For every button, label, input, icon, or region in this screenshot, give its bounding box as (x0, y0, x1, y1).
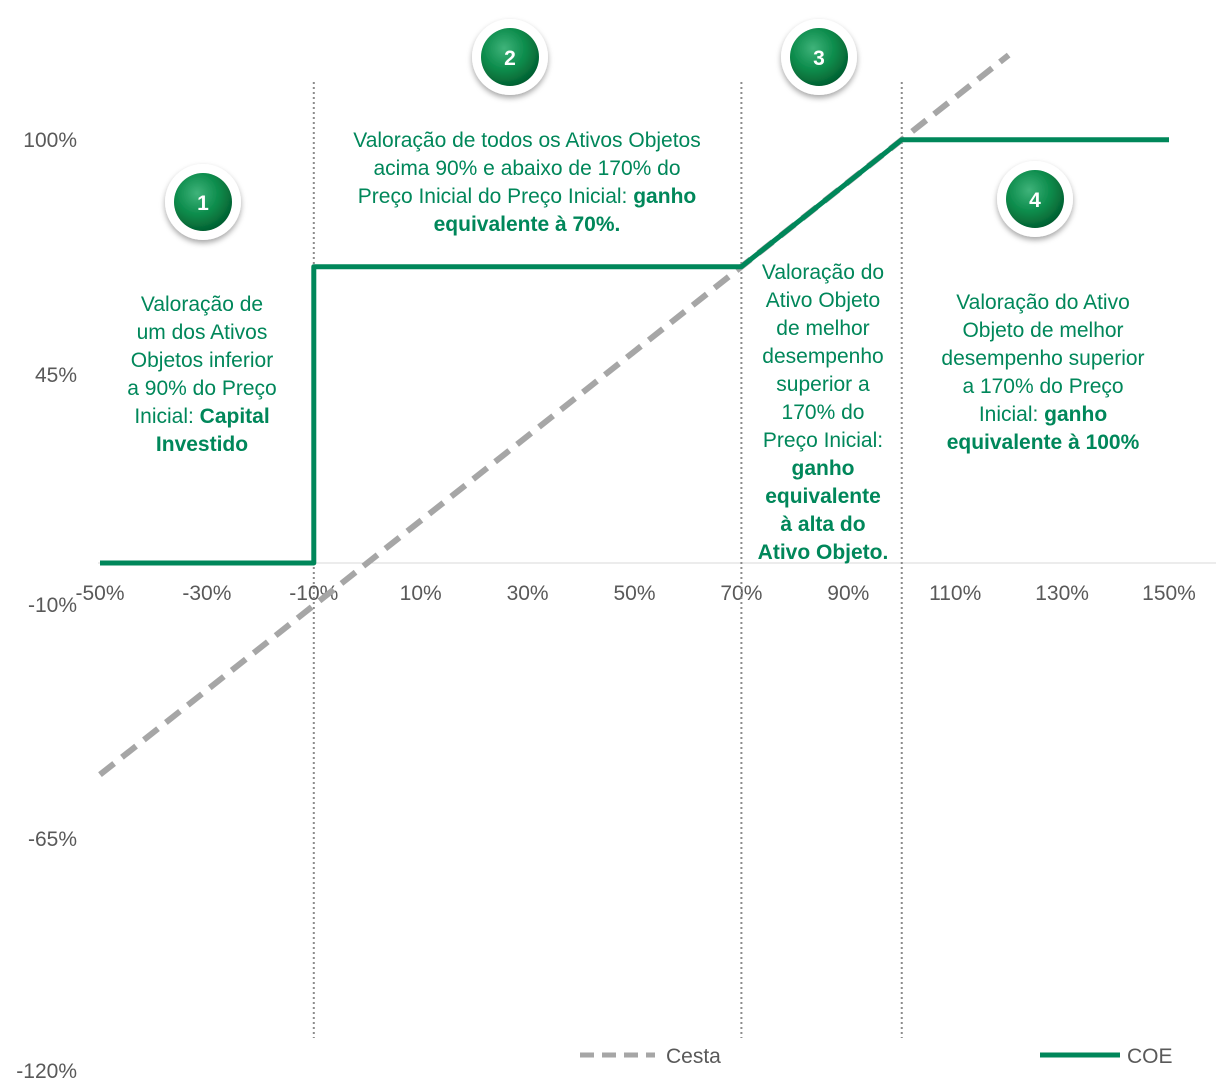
annotation-line: Objeto de melhor (962, 319, 1123, 342)
step-badge: 1 (165, 164, 241, 240)
legend-coe-label: COE (1127, 1045, 1173, 1068)
annotation-run: Valoração de (141, 293, 263, 316)
step-badge: 3 (781, 19, 857, 95)
x-tick-label: 150% (1142, 582, 1196, 605)
badge-number: 2 (504, 47, 516, 70)
y-tick-label: -10% (28, 594, 77, 617)
annotation-line: Ativo Objeto (766, 289, 880, 312)
badge-number: 1 (197, 192, 209, 215)
annotation-run: Objeto de melhor (962, 319, 1123, 342)
x-tick-label: 90% (827, 582, 869, 605)
x-tick-label: 130% (1035, 582, 1089, 605)
annotation-run: um dos Ativos (137, 321, 268, 344)
x-tick-label: 30% (507, 582, 549, 605)
annotation-run: equivalente (765, 485, 881, 508)
annotation-run: ganho (792, 457, 855, 480)
y-tick-label: -65% (28, 828, 77, 851)
annotation-4: Valoração do Ativo Objeto de melhor desemp… (941, 291, 1144, 454)
annotation-run: Ativo Objeto. (758, 541, 889, 564)
annotation-run: a 90% do Preço (127, 377, 276, 400)
y-tick-label: -120% (16, 1060, 77, 1080)
x-tick-label: 110% (929, 582, 981, 605)
annotation-run: desempenho (762, 345, 883, 368)
annotation-line: Investido (156, 433, 248, 456)
annotation-line: um dos Ativos (137, 321, 268, 344)
annotation-run: Valoração do (762, 261, 884, 284)
annotation-run: Inicial: (979, 403, 1044, 426)
step-badge: 2 (472, 19, 548, 95)
annotation-line: a 90% do Preço (127, 377, 276, 400)
annotation-run: Inicial: (134, 405, 199, 428)
annotation-run: ganho (633, 185, 696, 208)
annotation-run: superior a (776, 373, 870, 396)
annotation-line: Objetos inferior (131, 349, 273, 372)
badge-number: 4 (1029, 189, 1041, 212)
annotation-line: superior a (776, 373, 870, 396)
annotation-run: à alta do (780, 513, 865, 536)
annotation-run: acima 90% e abaixo de 170% do (373, 157, 680, 180)
annotation-line: equivalente à 100% (947, 431, 1140, 454)
badge-disc (1006, 170, 1064, 228)
annotation-line: Preço Inicial do Preço Inicial: ganho (358, 185, 696, 208)
annotation-line: à alta do (780, 513, 865, 536)
annotation-line: desempenho superior (941, 347, 1144, 370)
annotation-2: Valoração de todos os Ativos Objetos acim… (353, 129, 700, 236)
annotation-line: Valoração do (762, 261, 884, 284)
badge-disc (481, 28, 539, 86)
annotation-run: ganho (1044, 403, 1107, 426)
annotation-line: de melhor (776, 317, 869, 340)
y-tick-label: 45% (35, 364, 77, 387)
annotation-line: 170% do (782, 401, 865, 424)
annotation-run: a 170% do Preço (962, 375, 1123, 398)
annotation-run: equivalente à 100% (947, 431, 1140, 454)
annotation-3: Valoração do Ativo Objeto de melhor desempe… (758, 261, 889, 564)
badge-disc (174, 173, 232, 231)
legend-cesta-label: Cesta (666, 1045, 721, 1068)
annotation-line: ganho (792, 457, 855, 480)
annotation-line: acima 90% e abaixo de 170% do (373, 157, 680, 180)
y-tick-label: 100% (23, 129, 77, 152)
step-badge: 4 (997, 161, 1073, 237)
annotation-run: de melhor (776, 317, 869, 340)
annotation-line: equivalente à 70%. (434, 213, 621, 236)
annotation-run: 170% do (782, 401, 865, 424)
x-tick-label: 10% (400, 582, 442, 605)
annotation-run: Investido (156, 433, 248, 456)
annotation-run: equivalente à 70%. (434, 213, 621, 236)
coe-series-line (100, 137, 1169, 566)
annotation-line: Valoração de todos os Ativos Objetos (353, 129, 700, 152)
annotation-run: Objetos inferior (131, 349, 273, 372)
annotation-line: Ativo Objeto. (758, 541, 889, 564)
x-tick-label: 50% (613, 582, 655, 605)
annotation-line: Inicial: ganho (979, 403, 1107, 426)
annotation-run: Preço Inicial do Preço Inicial: (358, 185, 633, 208)
annotation-line: equivalente (765, 485, 881, 508)
x-tick-label: -30% (182, 582, 231, 605)
annotation-line: Inicial: Capital (134, 405, 269, 428)
annotation-run: Capital (200, 405, 270, 428)
badge-disc (790, 28, 848, 86)
annotation-run: Valoração do Ativo (956, 291, 1130, 314)
annotation-line: Valoração de (141, 293, 263, 316)
annotation-line: desempenho (762, 345, 883, 368)
annotation-1: Valoração de um dos Ativos Objetos inferio… (127, 293, 276, 456)
annotation-line: a 170% do Preço (962, 375, 1123, 398)
annotation-run: Ativo Objeto (766, 289, 880, 312)
annotation-run: Valoração de todos os Ativos Objetos (353, 129, 700, 152)
badge-number: 3 (813, 47, 825, 70)
annotation-line: Valoração do Ativo (956, 291, 1130, 314)
x-tick-label: -50% (75, 582, 124, 605)
annotation-run: Preço Inicial: (763, 429, 883, 452)
annotation-run: desempenho superior (941, 347, 1144, 370)
annotation-line: Preço Inicial: (763, 429, 883, 452)
